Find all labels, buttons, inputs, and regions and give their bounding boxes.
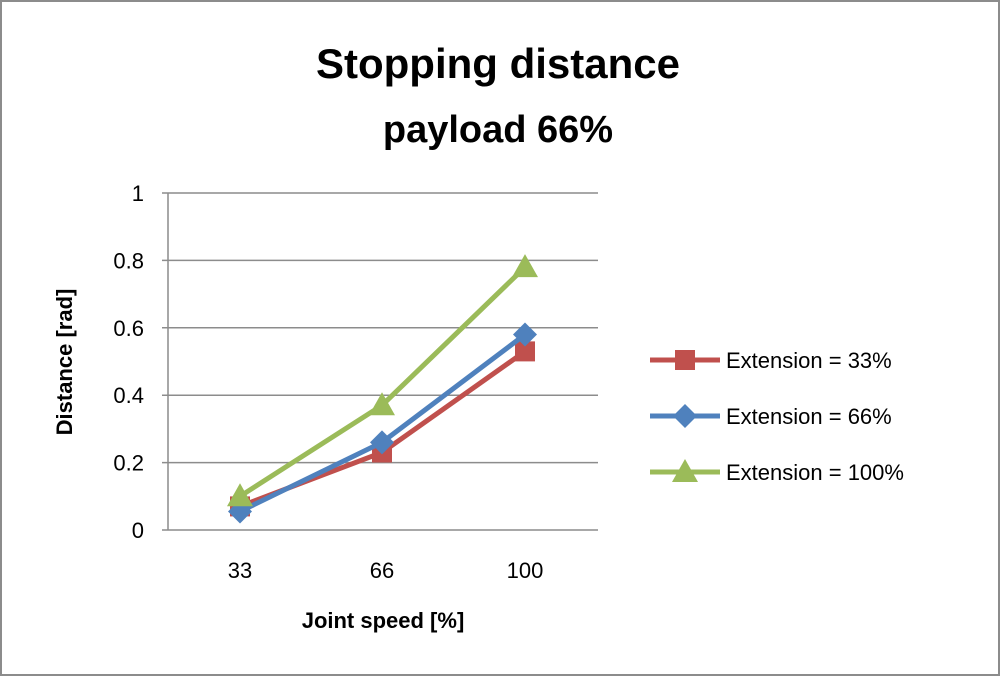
- triangle-marker: [227, 483, 253, 507]
- y-tick-label: 0.8: [113, 248, 144, 273]
- series-line: [238, 332, 527, 514]
- series-3: [227, 254, 538, 507]
- triangle-marker: [512, 254, 538, 278]
- series-1: [230, 341, 535, 517]
- y-tick-label: 0.6: [113, 316, 144, 341]
- triangle-marker: [369, 392, 395, 416]
- legend-label: Extension = 33%: [726, 348, 892, 373]
- chart-subtitle: payload 66%: [383, 109, 613, 151]
- diamond-marker: [513, 322, 537, 347]
- y-tick-label: 0: [132, 518, 144, 543]
- x-tick-label: 100: [507, 558, 544, 583]
- legend-item: Extension = 100%: [650, 459, 904, 485]
- x-axis-label: Joint speed [%]: [302, 608, 465, 633]
- y-tick-label: 0.2: [113, 451, 144, 476]
- series-line: [239, 349, 527, 509]
- square-marker: [675, 350, 695, 370]
- x-tick-label: 66: [370, 558, 394, 583]
- y-tick-label: 0.4: [113, 383, 144, 408]
- legend-label: Extension = 100%: [726, 460, 904, 485]
- legend-item: Extension = 33%: [650, 348, 892, 373]
- series-2: [228, 322, 537, 524]
- triangle-marker: [672, 459, 698, 482]
- chart-title: Stopping distance: [316, 40, 680, 87]
- legend-item: Extension = 66%: [650, 404, 892, 429]
- diamond-marker: [673, 404, 697, 428]
- diamond-marker: [370, 430, 394, 455]
- legend-label: Extension = 66%: [726, 404, 892, 429]
- y-tick-label: 1: [132, 181, 144, 206]
- y-axis-label: Distance [rad]: [52, 289, 77, 436]
- x-tick-label: 33: [228, 558, 252, 583]
- square-marker: [515, 341, 535, 362]
